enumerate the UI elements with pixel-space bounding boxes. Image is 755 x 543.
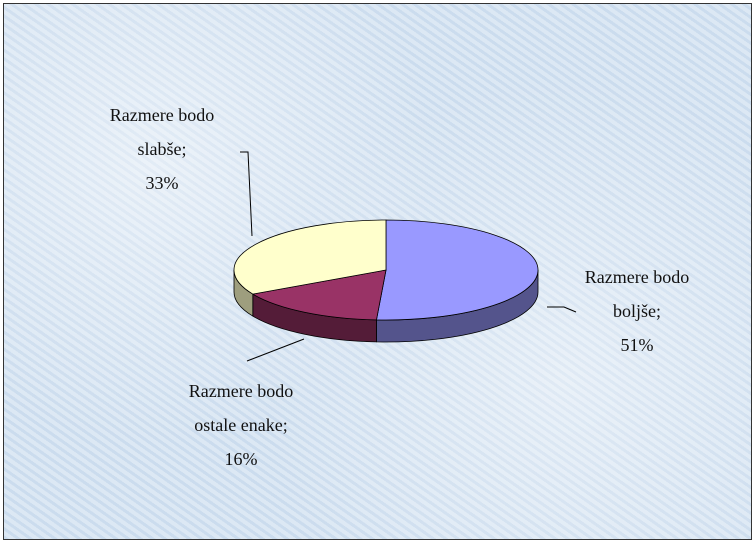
chart: Razmere bodo boljše; 51% Razmere bodo os… (3, 3, 752, 540)
pie-slice (233, 219, 387, 295)
category-label: Razmere bodo slabše; (109, 105, 215, 159)
data-label: Razmere bodo boljše; 51% (572, 260, 702, 362)
pie-slice (375, 219, 539, 321)
leader-line (547, 306, 577, 313)
pie-plot (233, 151, 577, 362)
pie-slice (251, 269, 387, 321)
leader-line (246, 338, 305, 362)
leader-line (240, 151, 253, 237)
data-label: Razmere bodo slabše; 33% (92, 98, 232, 200)
value-label: 51% (620, 335, 654, 355)
data-label: Razmere bodo ostale enake; 16% (186, 374, 296, 476)
value-label: 16% (224, 449, 258, 469)
category-label: Razmere bodo ostale enake; (188, 381, 294, 435)
value-label: 33% (145, 173, 179, 193)
category-label: Razmere bodo boljše; (584, 267, 690, 321)
